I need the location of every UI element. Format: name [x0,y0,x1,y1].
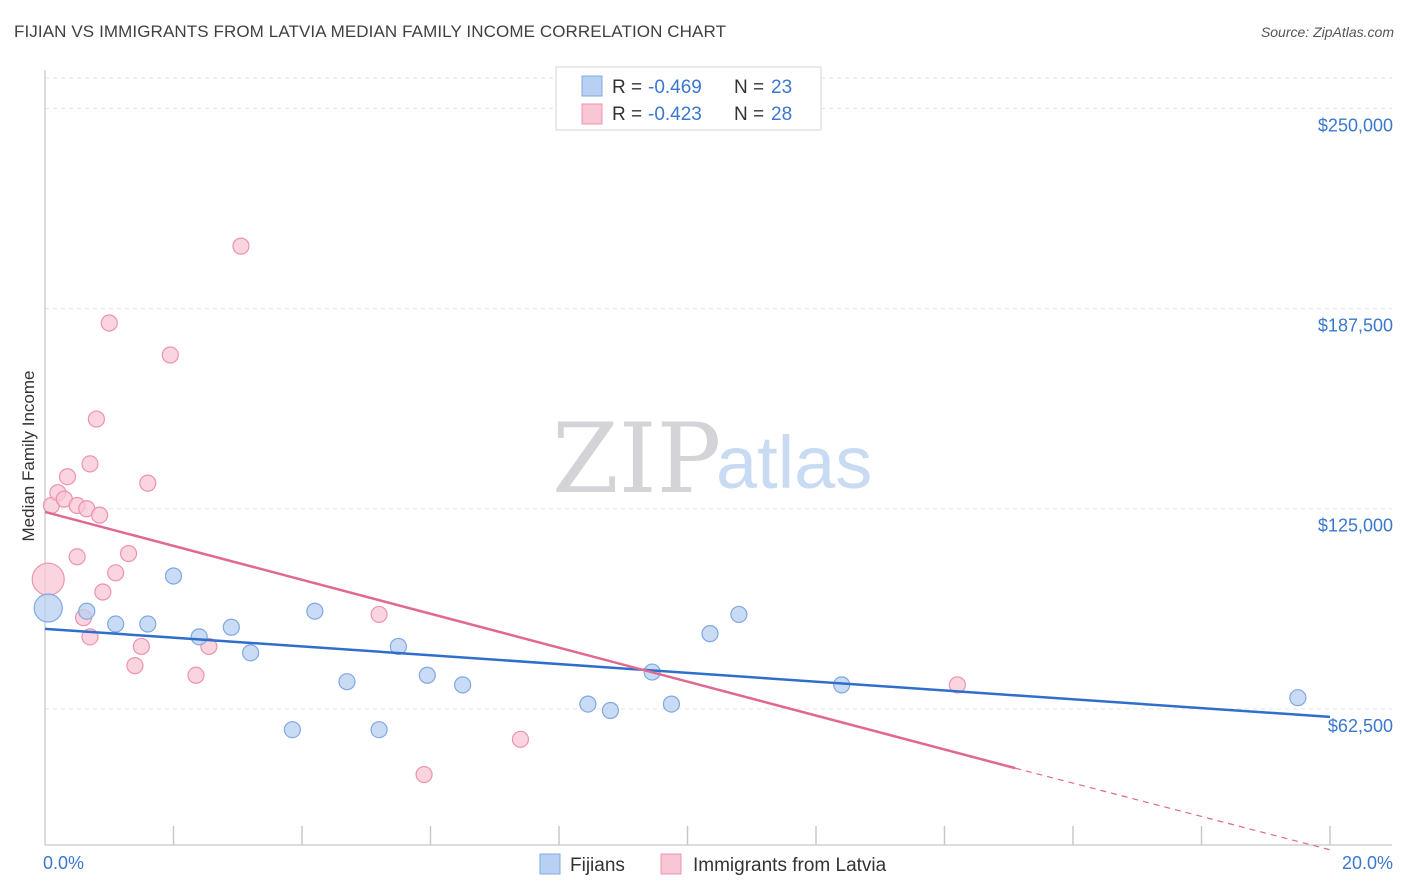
source-label: Source: ZipAtlas.com [1260,24,1394,40]
latvia-point-4 [58,468,77,486]
y-tick-label-1: $125,000 [1318,516,1393,536]
latvia-point-26 [511,730,530,748]
latvia-trend-extension [1015,767,1331,851]
watermark-atlas: atlas [716,421,872,504]
x-tick-label-min: 0.0% [43,853,84,873]
latvia-point-25 [415,765,433,784]
latvia-point-10 [81,455,99,473]
fijian-point-14 [454,676,472,694]
fijian-point-22 [1289,689,1307,707]
fijian-point-13 [418,666,436,684]
latvia-point-13 [94,583,112,601]
legend-r-label-2: R = [612,104,642,125]
fijian-point-19 [701,625,719,643]
x-tick-label-max: 20.0% [1342,853,1393,873]
x-ticks [172,826,1331,845]
bottom-legend-swatch-latvia [660,853,682,875]
latvia-point-24 [370,605,388,624]
latvia-trend-line [44,510,1016,770]
fijian-point-1 [78,602,96,620]
legend-r-label-1: R = [612,77,642,98]
fijian-point-7 [242,644,260,662]
fijian-point-8 [283,721,301,739]
y-tick-label-3: $250,000 [1318,115,1393,135]
grid [45,77,1392,710]
latvia-point-14 [100,314,118,332]
fijian-point-12 [389,637,407,656]
latvia-point-6 [68,548,86,566]
chart-title: FIJIAN VS IMMIGRANTS FROM LATVIA MEDIAN … [14,22,727,41]
legend-n-label-1: N = [734,77,764,98]
latvia-point-27 [948,676,966,694]
fijian-point-6 [222,618,240,636]
fijian-point-16 [601,701,620,720]
legend-box: R = -0.469 N = 23 R = -0.423 N = 28 [555,66,822,131]
watermark-zip: ZIP [552,403,721,515]
fijian-point-4 [164,567,183,585]
latvia-points [31,237,966,784]
bottom-legend-label-fijians: Fijians [570,855,625,876]
latvia-point-23 [232,237,250,255]
y-axis-label: Median Family Income [19,370,38,541]
latvia-point-21 [187,666,205,684]
latvia-point-17 [126,657,144,675]
fijian-trend-line [44,627,1331,719]
latvia-point-11 [87,410,106,428]
fijian-point-15 [579,695,597,713]
legend-swatch-fijians [581,75,603,97]
fijian-point-9 [306,602,324,620]
latvia-point-16 [119,544,138,563]
fijian-points [33,567,1307,739]
fijian-point-2 [107,615,125,633]
bottom-legend-swatch-fijians [539,853,561,875]
legend-r-value-1: -0.469 [648,77,702,98]
fijian-point-18 [662,695,681,713]
y-tick-labels: $62,500 $125,000 $187,500 $250,000 [1318,115,1393,735]
latvia-point-18 [132,637,150,656]
latvia-point-20 [161,346,179,364]
legend-n-value-2: 28 [771,104,792,125]
y-tick-label-2: $187,500 [1318,316,1393,336]
fijian-point-3 [139,615,157,633]
latvia-point-15 [107,564,125,582]
legend-r-value-2: -0.423 [648,104,702,125]
fijian-point-20 [730,605,748,624]
latvia-point-0 [31,562,65,596]
trend-lines [44,510,1331,851]
bottom-legend: Fijians Immigrants from Latvia [539,853,887,876]
fijian-point-11 [370,721,388,739]
legend-n-label-2: N = [734,104,764,125]
latvia-point-12 [91,506,109,524]
legend-n-value-1: 23 [771,77,792,98]
fijian-point-10 [338,673,356,691]
latvia-point-19 [139,474,157,492]
y-tick-label-0: $62,500 [1328,716,1393,736]
legend-swatch-latvia [581,103,603,125]
fijian-point-0 [33,593,63,623]
bottom-legend-label-latvia: Immigrants from Latvia [693,855,887,876]
fijian-point-5 [190,628,208,646]
axes [44,70,1392,846]
